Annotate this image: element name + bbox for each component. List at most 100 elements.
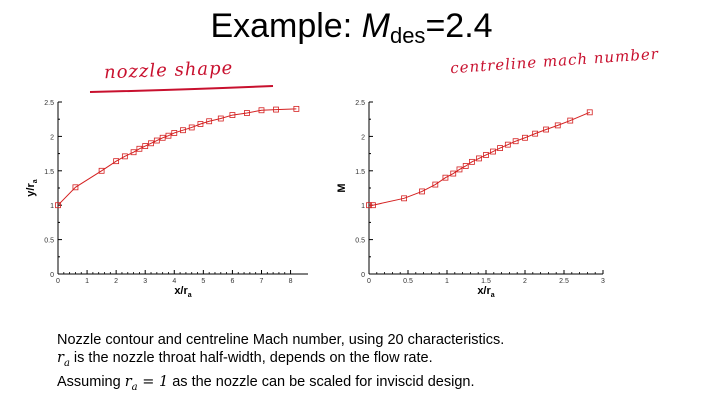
x-tick-label: 2 [114, 278, 118, 285]
data-point [543, 126, 549, 133]
x-tick-label: 3 [601, 278, 605, 285]
y-tick-label: 1.5 [355, 169, 365, 176]
data-point [293, 105, 300, 112]
caption-line-3-text: as the nozzle can be scaled for inviscid… [168, 373, 475, 390]
caption-sub-a: a [63, 357, 70, 369]
caption-line-2: ra is the nozzle throat half-width, depe… [57, 349, 504, 373]
annotation-underline-left [89, 85, 274, 93]
caption: Nozzle contour and centreline Mach numbe… [57, 331, 504, 397]
x-axis-label: x/ra [477, 285, 494, 299]
nozzle-shape-chart: 0 0.5 1 1.5 2 2.5 0 1 2 3 4 5 6 7 8 x/ra y/ra [25, 100, 308, 299]
data-point [206, 118, 213, 125]
series-line [57, 108, 297, 206]
y-axis-label-sub: a [32, 179, 39, 183]
x-axis-label-sub: a [491, 292, 495, 299]
title-variable: M [361, 7, 390, 45]
x-axis-label: x/ra [174, 285, 191, 299]
series-line [369, 111, 590, 206]
data-point [432, 181, 439, 188]
data-point [366, 202, 372, 209]
y-axis-label: y/ra [25, 179, 39, 196]
data-point [148, 140, 154, 147]
x-tick-label: 3 [143, 278, 147, 285]
x-tick-label: 8 [289, 278, 293, 285]
data-point [217, 115, 224, 122]
data-point [522, 134, 528, 141]
data-point [419, 188, 425, 195]
x-tick-label: 5 [201, 278, 205, 285]
y-tick-label: 0 [50, 272, 54, 279]
x-tick-label: 1 [85, 278, 89, 285]
x-tick-label: 6 [230, 278, 234, 285]
x-tick-label: 2.5 [559, 278, 569, 285]
data-point [401, 195, 407, 202]
data-point [180, 127, 186, 134]
data-point [497, 145, 503, 151]
data-point [130, 149, 137, 156]
y-tick-label: 1.5 [44, 169, 54, 176]
caption-eq: = 1 [137, 373, 169, 390]
data-point [142, 143, 149, 149]
centreline-mach-chart: 0 0.5 1 1.5 2 2.5 0 0.5 1 1.5 2 2.5 3 x/ra M [336, 100, 605, 299]
data-point [159, 134, 166, 141]
data-point [567, 117, 574, 124]
data-point [469, 158, 475, 165]
data-point [72, 184, 79, 191]
data-point [483, 152, 489, 158]
data-point [476, 155, 482, 162]
caption-line-3-prefix: Assuming [57, 373, 125, 390]
y-tick-label: 0 [361, 272, 365, 279]
x-tick-label: 7 [260, 278, 264, 285]
x-tick-label: 0 [56, 278, 60, 285]
caption-var-r2: r [124, 373, 132, 390]
y-tick-label: 0.5 [355, 238, 365, 245]
data-point [244, 110, 250, 116]
data-point [136, 145, 143, 152]
data-point [462, 163, 469, 169]
title-prefix: Example: [210, 7, 362, 45]
y-tick-label: 2.5 [44, 100, 54, 107]
y-tick-label: 2 [50, 134, 54, 141]
data-point [197, 121, 204, 127]
y-tick-label: 2 [361, 134, 365, 141]
caption-sub-a2: a [131, 381, 138, 393]
x-tick-label: 1 [445, 278, 449, 285]
data-point [504, 141, 511, 148]
x-tick-label: 2 [523, 278, 527, 285]
caption-line-3: Assuming ra = 1 as the nozzle can be sca… [57, 373, 504, 397]
data-point [490, 148, 496, 155]
data-point [442, 174, 449, 181]
data-point [450, 170, 457, 177]
caption-var-r: r [57, 350, 64, 366]
data-point [258, 107, 265, 114]
data-point [229, 112, 236, 118]
x-tick-label: 0 [367, 278, 371, 285]
title-subscript: des [389, 23, 426, 48]
data-point [121, 153, 128, 160]
y-tick-label: 1 [50, 203, 54, 210]
y-axis-label: M [336, 183, 348, 192]
data-point [98, 167, 105, 174]
title-suffix: =2.4 [425, 7, 493, 45]
y-tick-label: 0.5 [44, 238, 54, 245]
data-point [369, 202, 376, 209]
data-point [188, 124, 195, 131]
x-tick-label: 0.5 [403, 278, 413, 285]
data-point [554, 122, 561, 129]
data-point [165, 132, 172, 139]
caption-line-2-text: is the nozzle throat half-width, depends… [69, 350, 433, 366]
y-tick-label: 1 [361, 203, 365, 210]
x-tick-label: 1.5 [481, 278, 491, 285]
data-point [171, 130, 178, 136]
x-axis-label-sub: a [188, 292, 192, 299]
caption-line-1: Nozzle contour and centreline Mach numbe… [57, 332, 505, 348]
data-point [532, 130, 539, 137]
data-point [113, 158, 120, 165]
data-point [55, 202, 61, 209]
data-point [153, 137, 160, 144]
y-tick-label: 2.5 [355, 100, 365, 107]
data-point [273, 106, 279, 113]
annotation-nozzle-shape: nozzle shape [103, 57, 234, 84]
x-tick-label: 4 [172, 278, 176, 285]
data-point [456, 166, 463, 173]
